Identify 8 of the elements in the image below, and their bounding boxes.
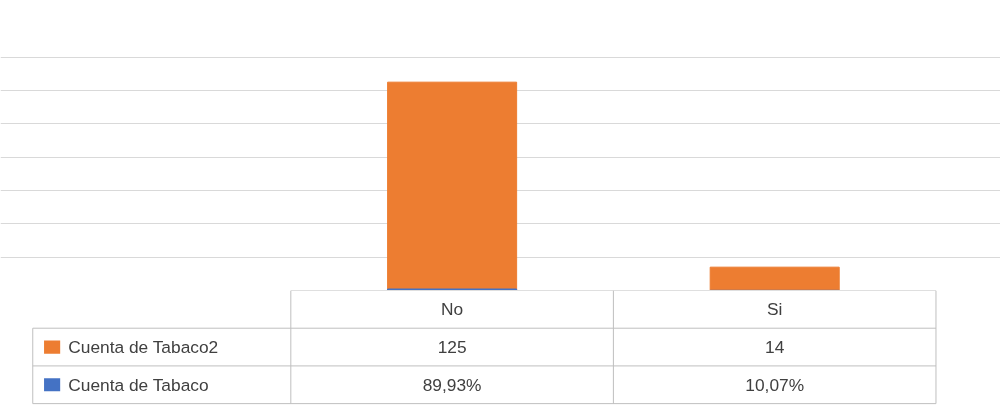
data-label: 89,93%: [422, 374, 482, 395]
legend-label: Cuenta de Tabaco2: [68, 337, 219, 358]
x-tick-label: Si: [766, 299, 783, 320]
data-label: 125: [437, 337, 467, 358]
legend-label: Cuenta de Tabaco: [68, 374, 209, 395]
x-tick-label: No: [441, 299, 464, 320]
data-label: 14: [765, 337, 785, 358]
data-label: 10,07%: [745, 374, 805, 395]
